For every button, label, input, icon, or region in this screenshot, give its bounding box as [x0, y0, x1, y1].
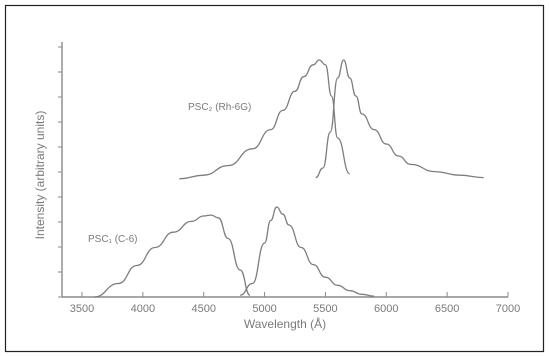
- x-tick-label: 5500: [313, 303, 337, 315]
- series-line: [179, 59, 351, 180]
- x-tick-label: 5000: [252, 303, 276, 315]
- x-axis-label: Wavelength (Å): [244, 316, 326, 331]
- series-line: [94, 214, 251, 298]
- y-axis-ticks: [58, 46, 62, 298]
- x-tick-label: 4000: [131, 303, 155, 315]
- y-axis-label: Intensity (arbitrary units): [33, 111, 47, 240]
- x-tick-label: 3500: [70, 303, 94, 315]
- series-group: PSC₂ (Rh-6G) PSC₁ (C-6): [88, 59, 484, 298]
- x-axis-ticks: 3500 4000 4500 5000 5500 6000 6500 7000: [70, 292, 520, 315]
- x-tick-label: 6000: [374, 303, 398, 315]
- x-tick-label: 7000: [496, 303, 520, 315]
- figure-border: [4, 4, 545, 353]
- series-line: [240, 206, 375, 297]
- series-label: PSC₁ (C-6): [88, 234, 138, 245]
- series-line: [315, 59, 484, 179]
- series-label: PSC₂ (Rh-6G): [188, 102, 251, 113]
- x-tick-label: 4500: [191, 303, 215, 315]
- x-tick-label: 6500: [435, 303, 459, 315]
